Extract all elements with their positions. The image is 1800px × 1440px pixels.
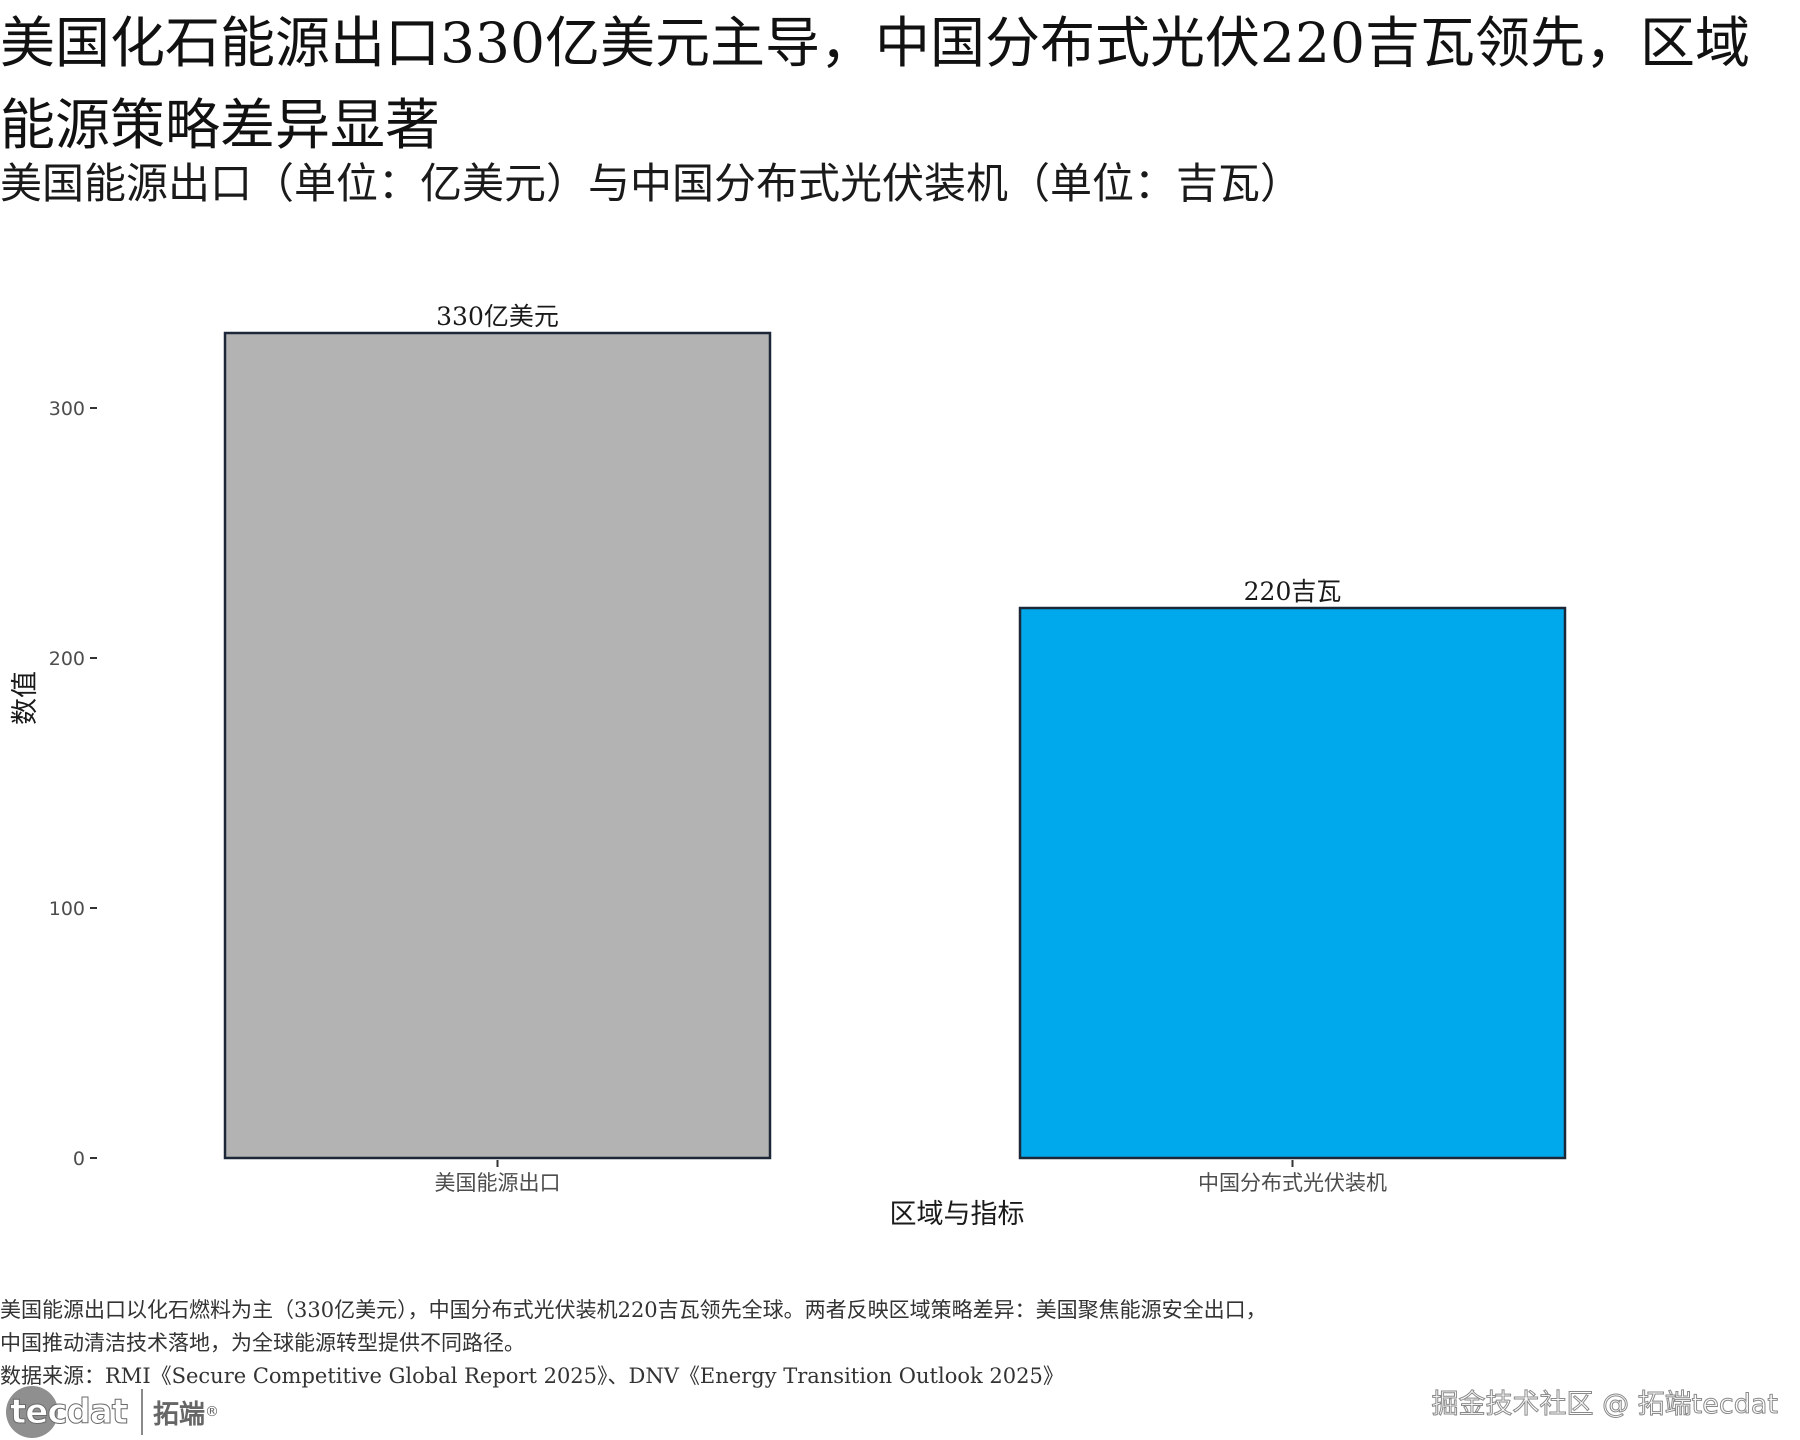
watermark: 掘金技术社区 @ 拓端tecdat xyxy=(1431,1389,1778,1421)
x-axis-label: 区域与指标 xyxy=(890,1199,1025,1230)
bar xyxy=(223,331,772,1160)
x-tick-label: 美国能源出口 xyxy=(435,1171,561,1195)
y-tick-label: 100 xyxy=(49,898,85,920)
bar-data-label: 220吉瓦 xyxy=(1244,577,1342,606)
y-axis: 0 100 200 300 xyxy=(49,398,97,1170)
logo-registered-mark: ® xyxy=(205,1404,220,1420)
y-tick-label: 200 xyxy=(49,648,85,670)
x-tick-label: 中国分布式光伏装机 xyxy=(1198,1171,1387,1195)
y-tick-label: 0 xyxy=(73,1148,85,1170)
data-source: 数据来源：RMI《Secure Competitive Global Repor… xyxy=(0,1364,1064,1388)
bars-group: 330亿美元 220吉瓦 xyxy=(223,302,1567,1160)
chart-title: 美国化石能源出口330亿美元主导，中国分布式光伏220吉瓦领先，区域能源策略差异… xyxy=(0,11,1750,157)
bar xyxy=(1018,606,1567,1160)
logo-cn-name: 拓端 xyxy=(153,1399,206,1430)
caption: 美国能源出口以化石燃料为主（330亿美元），中国分布式光伏装机220吉瓦领先全球… xyxy=(0,1294,1760,1393)
caption-line-1: 美国能源出口以化石燃料为主（330亿美元），中国分布式光伏装机220吉瓦领先全球… xyxy=(0,1298,1267,1322)
y-tick-label: 300 xyxy=(49,398,85,420)
x-axis: 美国能源出口 中国分布式光伏装机 xyxy=(435,1160,1387,1195)
logo-divider xyxy=(141,1389,144,1435)
logo-brand: tecdat xyxy=(9,1392,128,1433)
tecdat-logo: tecdat 拓端 ® xyxy=(6,1386,219,1438)
logo-circle xyxy=(6,1386,58,1438)
bar-data-label: 330亿美元 xyxy=(436,302,559,331)
chart-subtitle: 美国能源出口（单位：亿美元）与中国分布式光伏装机（单位：吉瓦） xyxy=(0,159,1303,208)
y-axis-label: 数值 xyxy=(10,671,41,725)
caption-line-2: 中国推动清洁技术落地，为全球能源转型提供不同路径。 xyxy=(0,1331,525,1355)
